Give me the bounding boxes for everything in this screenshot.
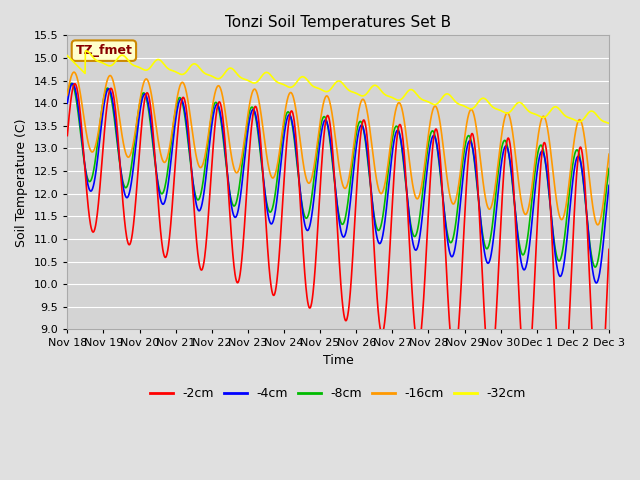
Text: TZ_fmet: TZ_fmet (76, 44, 132, 57)
X-axis label: Time: Time (323, 354, 353, 367)
Title: Tonzi Soil Temperatures Set B: Tonzi Soil Temperatures Set B (225, 15, 451, 30)
Y-axis label: Soil Temperature (C): Soil Temperature (C) (15, 118, 28, 247)
Legend: -2cm, -4cm, -8cm, -16cm, -32cm: -2cm, -4cm, -8cm, -16cm, -32cm (145, 383, 531, 406)
